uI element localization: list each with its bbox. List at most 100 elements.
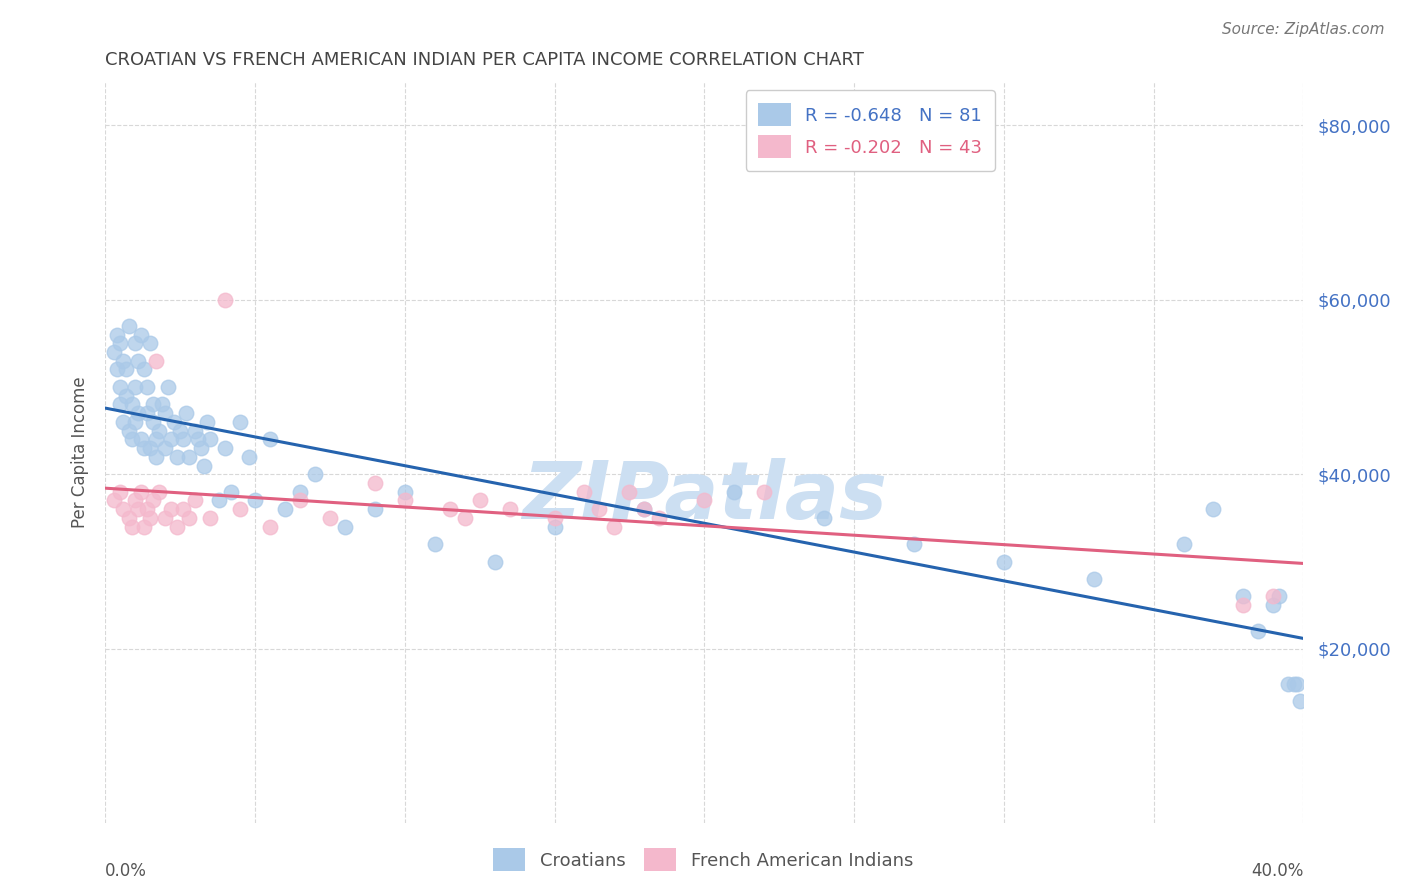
- Point: [195, 415, 218, 429]
- Point: [229, 415, 252, 429]
- Point: [633, 502, 655, 516]
- Point: [103, 345, 125, 359]
- Point: [145, 450, 167, 464]
- Point: [214, 441, 236, 455]
- Point: [754, 484, 776, 499]
- Point: [150, 397, 173, 411]
- Point: [115, 362, 138, 376]
- Point: [157, 380, 180, 394]
- Text: 40.0%: 40.0%: [1251, 863, 1303, 880]
- Point: [543, 519, 565, 533]
- Point: [134, 441, 156, 455]
- Point: [993, 555, 1015, 569]
- Point: [118, 318, 141, 333]
- Point: [543, 511, 565, 525]
- Point: [648, 511, 671, 525]
- Point: [259, 433, 281, 447]
- Text: 0.0%: 0.0%: [105, 863, 148, 880]
- Point: [1247, 624, 1270, 639]
- Point: [153, 406, 176, 420]
- Point: [136, 380, 159, 394]
- Point: [115, 389, 138, 403]
- Point: [103, 493, 125, 508]
- Point: [160, 433, 183, 447]
- Point: [124, 415, 146, 429]
- Point: [153, 441, 176, 455]
- Point: [174, 406, 197, 420]
- Point: [394, 493, 416, 508]
- Point: [190, 441, 212, 455]
- Point: [121, 433, 143, 447]
- Point: [243, 493, 266, 508]
- Point: [1268, 590, 1291, 604]
- Point: [333, 519, 356, 533]
- Point: [1289, 694, 1312, 708]
- Point: [136, 502, 159, 516]
- Point: [112, 502, 135, 516]
- Point: [160, 502, 183, 516]
- Point: [364, 502, 387, 516]
- Point: [166, 450, 188, 464]
- Point: [145, 433, 167, 447]
- Point: [166, 519, 188, 533]
- Point: [1263, 590, 1285, 604]
- Point: [259, 519, 281, 533]
- Point: [288, 493, 311, 508]
- Point: [169, 424, 191, 438]
- Point: [274, 502, 297, 516]
- Point: [1277, 677, 1299, 691]
- Point: [105, 362, 128, 376]
- Point: [153, 511, 176, 525]
- Point: [142, 493, 165, 508]
- Point: [1263, 598, 1285, 612]
- Point: [136, 406, 159, 420]
- Point: [198, 433, 221, 447]
- Point: [172, 433, 194, 447]
- Point: [108, 397, 131, 411]
- Point: [193, 458, 215, 473]
- Point: [127, 406, 149, 420]
- Point: [219, 484, 242, 499]
- Point: [112, 415, 135, 429]
- Point: [1083, 572, 1105, 586]
- Point: [105, 327, 128, 342]
- Point: [229, 502, 252, 516]
- Point: [319, 511, 342, 525]
- Y-axis label: Per Capita Income: Per Capita Income: [72, 376, 89, 528]
- Point: [1232, 590, 1254, 604]
- Point: [468, 493, 491, 508]
- Point: [142, 415, 165, 429]
- Text: ZIPatlas: ZIPatlas: [522, 458, 887, 536]
- Point: [139, 441, 162, 455]
- Point: [423, 537, 446, 551]
- Point: [148, 484, 170, 499]
- Point: [304, 467, 326, 482]
- Point: [177, 511, 200, 525]
- Point: [163, 415, 186, 429]
- Point: [484, 555, 506, 569]
- Point: [903, 537, 925, 551]
- Point: [619, 484, 641, 499]
- Point: [184, 493, 207, 508]
- Point: [1232, 598, 1254, 612]
- Point: [214, 293, 236, 307]
- Text: CROATIAN VS FRENCH AMERICAN INDIAN PER CAPITA INCOME CORRELATION CHART: CROATIAN VS FRENCH AMERICAN INDIAN PER C…: [105, 51, 865, 69]
- Point: [124, 493, 146, 508]
- Point: [129, 484, 152, 499]
- Point: [118, 511, 141, 525]
- Point: [118, 424, 141, 438]
- Point: [129, 327, 152, 342]
- Point: [139, 336, 162, 351]
- Point: [184, 424, 207, 438]
- Point: [145, 353, 167, 368]
- Point: [1286, 677, 1309, 691]
- Point: [134, 519, 156, 533]
- Point: [134, 362, 156, 376]
- Point: [187, 433, 209, 447]
- Point: [108, 484, 131, 499]
- Point: [364, 475, 387, 490]
- Point: [439, 502, 461, 516]
- Point: [142, 397, 165, 411]
- Point: [112, 353, 135, 368]
- Point: [498, 502, 520, 516]
